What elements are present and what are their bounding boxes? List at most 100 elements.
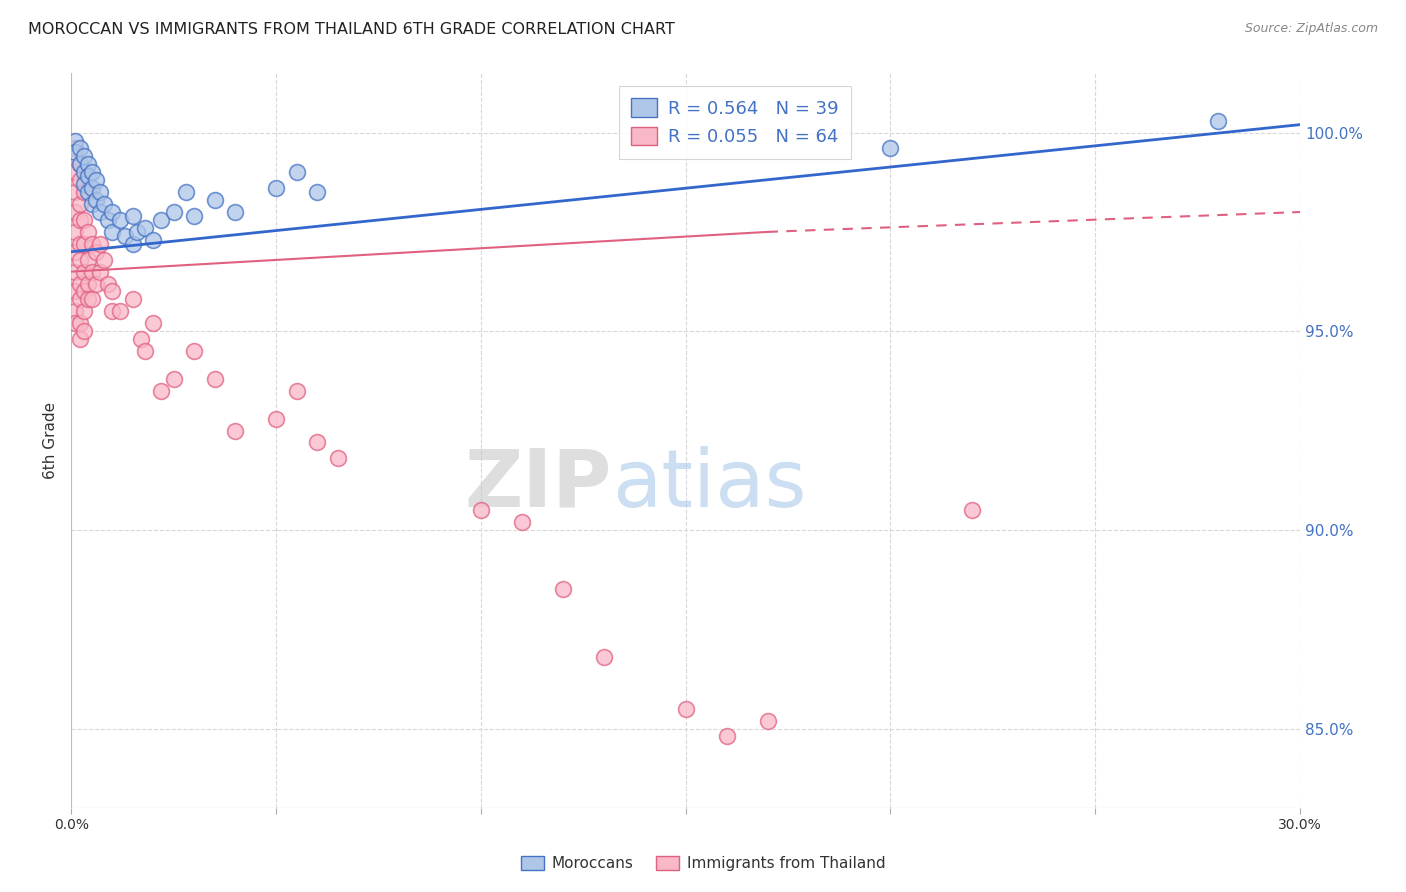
Point — [110, 213, 132, 227]
Point — [65, 145, 87, 160]
Point — [84, 244, 107, 259]
Point — [76, 252, 98, 267]
Text: MOROCCAN VS IMMIGRANTS FROM THAILAND 6TH GRADE CORRELATION CHART: MOROCCAN VS IMMIGRANTS FROM THAILAND 6TH… — [28, 22, 675, 37]
Point — [72, 236, 94, 251]
Point — [101, 304, 124, 318]
Point — [470, 503, 492, 517]
Point — [129, 332, 152, 346]
Point — [224, 424, 246, 438]
Point — [121, 209, 143, 223]
Point — [101, 225, 124, 239]
Point — [80, 181, 103, 195]
Point — [592, 650, 614, 665]
Point — [97, 213, 120, 227]
Point — [183, 209, 205, 223]
Point — [80, 165, 103, 179]
Point — [69, 157, 91, 171]
Point — [1206, 113, 1229, 128]
Point — [89, 205, 111, 219]
Point — [72, 149, 94, 163]
Point — [134, 221, 156, 235]
Point — [76, 293, 98, 307]
Point — [65, 185, 87, 199]
Point — [65, 244, 87, 259]
Point — [65, 265, 87, 279]
Point — [65, 205, 87, 219]
Point — [150, 384, 173, 398]
Point — [150, 213, 173, 227]
Point — [97, 277, 120, 291]
Point — [69, 213, 91, 227]
Point — [716, 730, 738, 744]
Point — [326, 451, 349, 466]
Point — [110, 304, 132, 318]
Point — [307, 185, 329, 199]
Point — [93, 252, 115, 267]
Point — [76, 157, 98, 171]
Point — [264, 181, 287, 195]
Point — [65, 304, 87, 318]
Point — [69, 157, 91, 171]
Point — [183, 344, 205, 359]
Point — [224, 205, 246, 219]
Point — [69, 293, 91, 307]
Point — [962, 503, 984, 517]
Point — [76, 277, 98, 291]
Point — [69, 252, 91, 267]
Point — [84, 277, 107, 291]
Point — [264, 411, 287, 425]
Point — [121, 293, 143, 307]
Point — [80, 197, 103, 211]
Point — [285, 165, 308, 179]
Point — [142, 233, 165, 247]
Point — [84, 173, 107, 187]
Point — [65, 285, 87, 299]
Point — [307, 435, 329, 450]
Point — [510, 515, 533, 529]
Text: ZIP: ZIP — [465, 446, 612, 524]
Point — [93, 197, 115, 211]
Legend: R = 0.564   N = 39, R = 0.055   N = 64: R = 0.564 N = 39, R = 0.055 N = 64 — [619, 86, 851, 159]
Point — [76, 185, 98, 199]
Point — [121, 236, 143, 251]
Point — [76, 169, 98, 184]
Point — [72, 178, 94, 192]
Point — [142, 316, 165, 330]
Point — [114, 228, 136, 243]
Text: atias: atias — [612, 446, 806, 524]
Point — [72, 285, 94, 299]
Point — [72, 165, 94, 179]
Point — [125, 225, 148, 239]
Point — [551, 582, 574, 597]
Point — [134, 344, 156, 359]
Point — [89, 265, 111, 279]
Point — [72, 324, 94, 338]
Point — [879, 141, 901, 155]
Point — [72, 213, 94, 227]
Point — [65, 165, 87, 179]
Point — [675, 701, 697, 715]
Point — [163, 372, 186, 386]
Point — [69, 316, 91, 330]
Point — [65, 141, 87, 155]
Point — [204, 372, 226, 386]
Point — [80, 265, 103, 279]
Point — [69, 197, 91, 211]
Point — [72, 304, 94, 318]
Point — [89, 185, 111, 199]
Point — [204, 193, 226, 207]
Point — [69, 173, 91, 187]
Y-axis label: 6th Grade: 6th Grade — [44, 402, 58, 479]
Point — [285, 384, 308, 398]
Legend: Moroccans, Immigrants from Thailand: Moroccans, Immigrants from Thailand — [515, 849, 891, 877]
Point — [69, 236, 91, 251]
Point — [72, 185, 94, 199]
Point — [69, 277, 91, 291]
Point — [65, 134, 87, 148]
Point — [65, 316, 87, 330]
Point — [80, 293, 103, 307]
Point — [174, 185, 197, 199]
Point — [89, 236, 111, 251]
Point — [65, 225, 87, 239]
Point — [101, 285, 124, 299]
